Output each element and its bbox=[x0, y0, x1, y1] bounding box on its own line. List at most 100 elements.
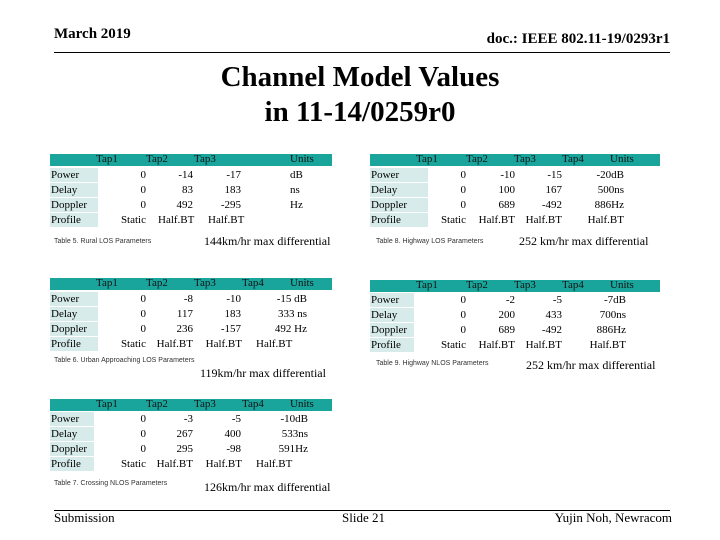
cell: 0 bbox=[140, 443, 147, 455]
max-differential-note: 252 km/hr max differential bbox=[519, 234, 649, 248]
table-row: Doppler 0 236 -157 492 Hz bbox=[50, 322, 332, 337]
header-tap2: Tap2 bbox=[146, 153, 168, 165]
cell: 0 bbox=[140, 413, 147, 425]
row-label: Doppler bbox=[50, 442, 94, 457]
cell: 0 bbox=[140, 169, 147, 181]
max-differential-note: 126km/hr max differential bbox=[204, 480, 331, 494]
row-label: Doppler bbox=[370, 198, 428, 213]
cell: Half.BT bbox=[525, 339, 562, 351]
row-label: Delay bbox=[50, 183, 98, 198]
cell: Half.BT bbox=[256, 338, 293, 350]
row-label: Profile bbox=[50, 337, 98, 352]
cell: 0 bbox=[140, 184, 147, 196]
table-row: Delay 0 117 183 333 ns bbox=[50, 307, 332, 322]
header-tap4: Tap4 bbox=[242, 398, 264, 410]
row-label: Power bbox=[370, 168, 428, 183]
cell: Half.BT bbox=[478, 214, 515, 226]
cell: 591Hz bbox=[278, 443, 308, 455]
header-tap4: Tap4 bbox=[242, 277, 264, 289]
row-label: Doppler bbox=[50, 322, 98, 337]
cell: Static bbox=[120, 458, 146, 470]
cell: 267 bbox=[176, 428, 194, 440]
cell: 689 bbox=[498, 324, 516, 336]
row-label: Delay bbox=[50, 427, 94, 442]
cell: -20dB bbox=[596, 169, 625, 181]
cell: 83 bbox=[182, 184, 193, 196]
table-row: Profile Static Half.BT Half.BT Half.BT bbox=[50, 337, 332, 352]
cell: Hz bbox=[290, 199, 303, 211]
header-tap3: Tap3 bbox=[194, 153, 216, 165]
table-row: Doppler 0 689 -492 886Hz bbox=[370, 198, 660, 213]
cell: 183 bbox=[224, 308, 242, 320]
cell: 0 bbox=[460, 199, 467, 211]
cell: 689 bbox=[498, 199, 516, 211]
row-label: Doppler bbox=[370, 323, 414, 338]
table-row: Profile Static Half.BT Half.BT Half.BT bbox=[370, 213, 660, 228]
header-tap1: Tap1 bbox=[96, 153, 118, 165]
header-tap2: Tap2 bbox=[466, 153, 488, 165]
cell: Half.BT bbox=[589, 339, 626, 351]
cell: Half.BT bbox=[525, 214, 562, 226]
cell: 886Hz bbox=[594, 199, 624, 211]
header-units: Units bbox=[610, 153, 634, 165]
cell: Static bbox=[440, 214, 466, 226]
cell: 433 bbox=[545, 309, 563, 321]
cell: 295 bbox=[176, 443, 194, 455]
header-tap2: Tap2 bbox=[146, 277, 168, 289]
cell: 500ns bbox=[597, 184, 624, 196]
cell: 200 bbox=[498, 309, 516, 321]
table-row: Power 0 -14 -17 dB bbox=[50, 168, 332, 183]
header-tap1: Tap1 bbox=[96, 277, 118, 289]
cell: Half.BT bbox=[205, 338, 242, 350]
row-label: Profile bbox=[370, 338, 414, 353]
footer-slide-number: Slide 21 bbox=[342, 510, 385, 525]
row-label: Power bbox=[50, 292, 98, 307]
cell: -98 bbox=[226, 443, 241, 455]
cell: -5 bbox=[552, 294, 562, 306]
cell: 886Hz bbox=[596, 324, 626, 336]
cell: Half.BT bbox=[208, 214, 245, 226]
cell: Half.BT bbox=[156, 338, 193, 350]
table-row: Power 0 -10 -15 -20dB bbox=[370, 168, 660, 183]
cell: 100 bbox=[498, 184, 516, 196]
table-caption: Table 6. Urban Approaching LOS Parameter… bbox=[54, 357, 195, 364]
cell: -492 bbox=[541, 324, 562, 336]
cell: -15 bbox=[547, 169, 562, 181]
cell: 0 bbox=[140, 428, 147, 440]
table-row: Profile Static Half.BT Half.BT bbox=[50, 213, 332, 228]
cell: Static bbox=[440, 339, 466, 351]
cell: 0 bbox=[460, 309, 467, 321]
cell: -492 bbox=[541, 199, 562, 211]
cell: -5 bbox=[231, 413, 241, 425]
header-tap4: Tap4 bbox=[562, 279, 584, 291]
table-crossing-nlos: Tap1 Tap2 Tap3 Tap4 Units Power 0 -3 -5 … bbox=[50, 398, 332, 474]
max-differential-note: 144km/hr max differential bbox=[204, 234, 331, 248]
row-label: Delay bbox=[370, 308, 414, 323]
cell: 0 bbox=[460, 184, 467, 196]
header-units: Units bbox=[290, 398, 314, 410]
table-caption: Table 5. Rural LOS Parameters bbox=[54, 238, 152, 245]
header-tap2: Tap2 bbox=[466, 279, 488, 291]
slide-title-line1: Channel Model Values bbox=[220, 61, 500, 93]
cell: ns bbox=[290, 184, 300, 196]
cell: 117 bbox=[176, 308, 193, 320]
cell: -3 bbox=[183, 413, 193, 425]
table-row: Profile Static Half.BT Half.BT Half.BT bbox=[50, 457, 332, 472]
header-tap3: Tap3 bbox=[194, 277, 216, 289]
cell: Half.BT bbox=[158, 214, 195, 226]
max-differential-note: 252 km/hr max differential bbox=[526, 358, 656, 372]
cell: 700ns bbox=[599, 309, 626, 321]
row-label: Power bbox=[370, 293, 414, 308]
table-row: Delay 0 83 183 ns bbox=[50, 183, 332, 198]
header-date: March 2019 bbox=[54, 26, 131, 42]
header-tap1: Tap1 bbox=[96, 398, 118, 410]
table-row: Delay 0 200 433 700ns bbox=[370, 308, 660, 323]
cell: Half.BT bbox=[205, 458, 242, 470]
header-tap1: Tap1 bbox=[416, 153, 438, 165]
header-tap3: Tap3 bbox=[514, 153, 536, 165]
row-label: Doppler bbox=[50, 198, 98, 213]
cell: -295 bbox=[220, 199, 241, 211]
row-label: Profile bbox=[50, 213, 98, 228]
footer-submission: Submission bbox=[54, 510, 115, 525]
cell: -7dB bbox=[604, 294, 626, 306]
